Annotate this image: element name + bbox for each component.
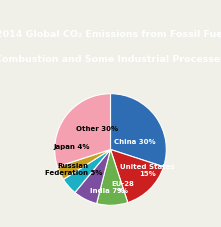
Text: 2014 Global CO₂ Emissions from Fossil Fuel: 2014 Global CO₂ Emissions from Fossil Fu… (0, 30, 221, 39)
Text: United States
15%: United States 15% (120, 163, 175, 176)
Wedge shape (97, 150, 128, 205)
Text: Combustion and Some Industrial Processes: Combustion and Some Industrial Processes (0, 54, 221, 63)
Text: India 7%: India 7% (90, 188, 124, 194)
Wedge shape (110, 150, 164, 203)
Wedge shape (55, 94, 110, 167)
Text: Russian
Federation 5%: Russian Federation 5% (45, 162, 102, 175)
Text: Other 30%: Other 30% (76, 125, 118, 131)
Text: EU-28
9%: EU-28 9% (111, 180, 134, 193)
Text: Japan 4%: Japan 4% (54, 143, 90, 149)
Wedge shape (75, 150, 110, 204)
Wedge shape (63, 150, 110, 193)
Wedge shape (110, 94, 166, 167)
Text: China 30%: China 30% (114, 138, 156, 144)
Wedge shape (57, 150, 110, 180)
